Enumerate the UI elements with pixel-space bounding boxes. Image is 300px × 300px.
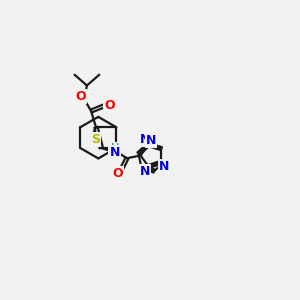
Text: S: S (91, 133, 100, 146)
Text: N: N (146, 134, 156, 147)
Text: N: N (140, 165, 150, 178)
Text: O: O (104, 99, 115, 112)
Text: H: H (110, 143, 119, 153)
Text: N: N (140, 134, 151, 146)
Text: O: O (75, 89, 86, 103)
Text: N: N (110, 146, 120, 158)
Text: N: N (159, 160, 170, 173)
Text: N: N (140, 165, 150, 178)
Text: O: O (112, 167, 123, 180)
